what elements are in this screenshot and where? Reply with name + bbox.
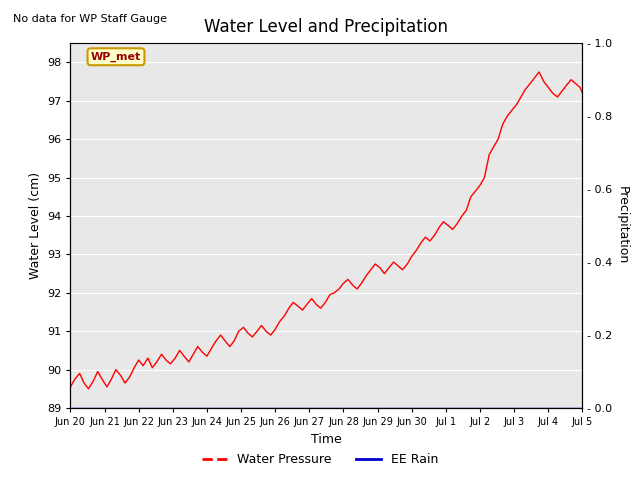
Y-axis label: Precipitation: Precipitation <box>616 186 629 265</box>
Legend: Water Pressure, EE Rain: Water Pressure, EE Rain <box>196 448 444 471</box>
Title: Water Level and Precipitation: Water Level and Precipitation <box>204 18 449 36</box>
X-axis label: Time: Time <box>311 432 342 445</box>
Y-axis label: Water Level (cm): Water Level (cm) <box>29 172 42 279</box>
Text: WP_met: WP_met <box>91 52 141 62</box>
Text: No data for WP Staff Gauge: No data for WP Staff Gauge <box>13 14 167 24</box>
